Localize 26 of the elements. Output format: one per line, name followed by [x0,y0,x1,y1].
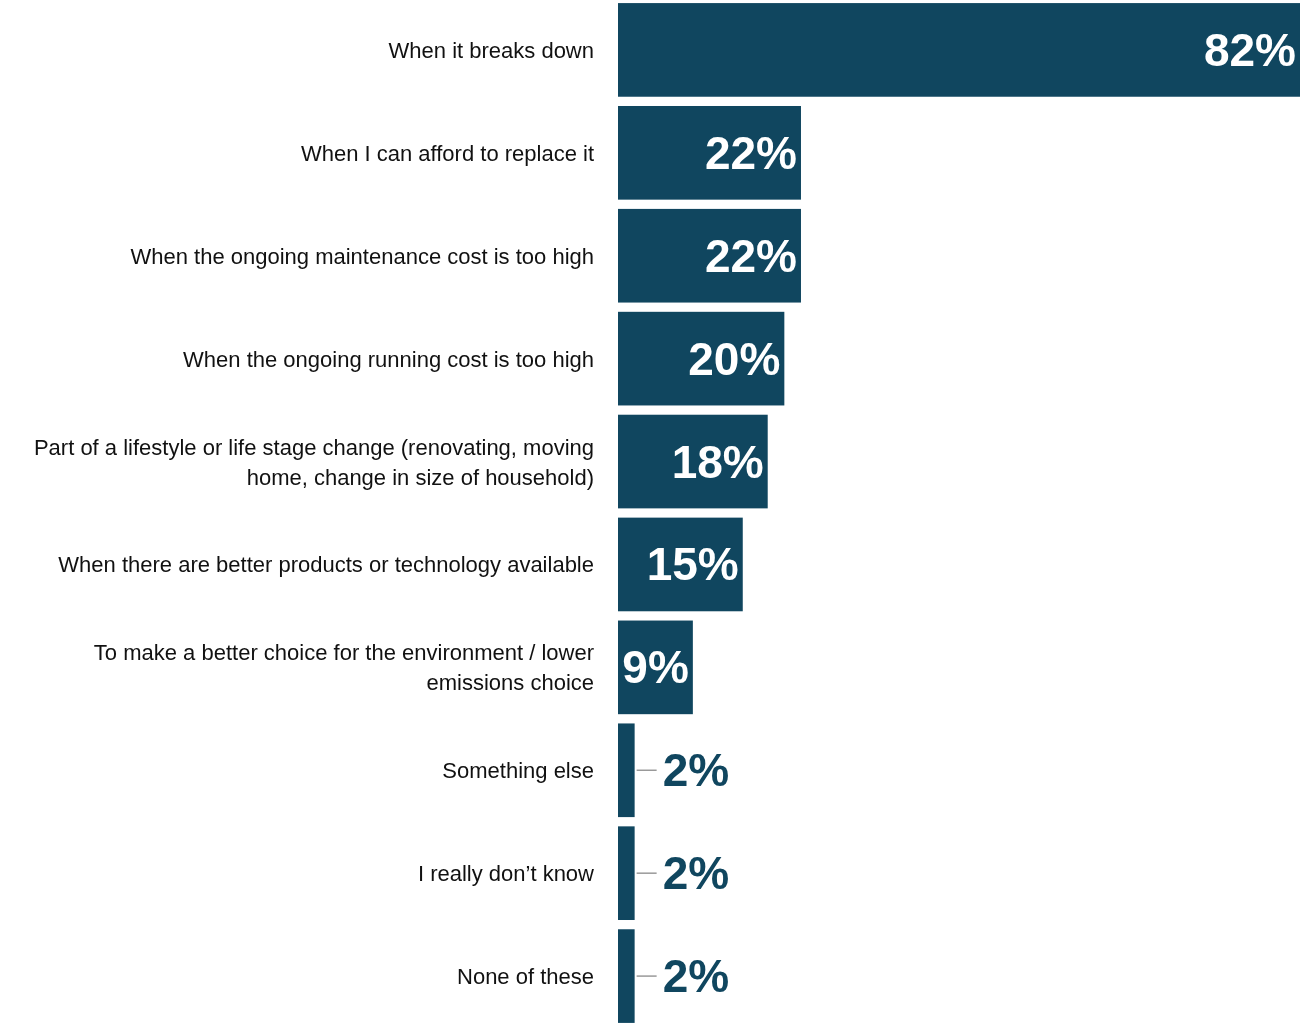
data-label: 18% [671,435,764,488]
data-label: 15% [646,538,739,591]
y-tick-label: To make a better choice for the environment / lower emissions choice [93,639,594,695]
bar [618,826,635,920]
bar [618,208,801,303]
data-label: 22% [704,126,797,179]
y-tick-label: When it breaks down [388,37,594,63]
y-tick-label: Something else [442,757,594,783]
data-label: 22% [704,229,797,282]
data-label: 82% [1203,23,1296,76]
y-tick-label: I really don’t know [417,860,595,886]
y-tick-label: When the ongoing running cost is too high [183,346,594,372]
y-tick-label: Part of a lifestyle or life stage change (renovating, moving home, change in size of household) [33,434,594,490]
bar [618,723,635,818]
bar [618,106,801,200]
y-tick-label: When the ongoing maintenance cost is too high [130,243,594,269]
bar [618,929,635,1023]
y-tick-label: When I can afford to replace it [300,140,594,166]
data-label: 2% [662,744,730,797]
data-label: 20% [688,332,781,385]
data-label: 2% [662,950,730,1003]
y-tick-label: None of these [457,963,594,989]
y-tick-label: When there are better products or technology available [58,551,594,577]
bar [618,3,1300,97]
data-label: 2% [662,847,730,900]
data-label: 9% [622,641,689,694]
